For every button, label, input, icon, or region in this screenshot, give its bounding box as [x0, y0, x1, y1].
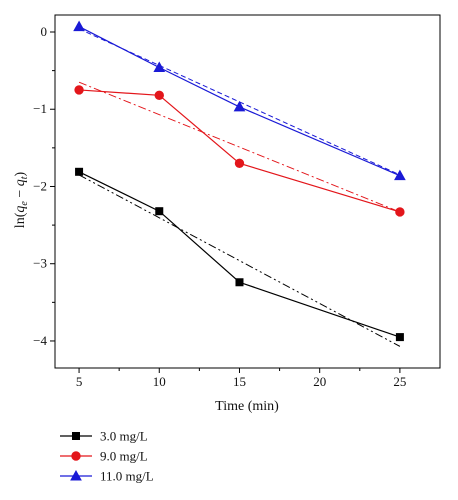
legend-label: 9.0 mg/L: [100, 449, 148, 464]
data-point: [154, 90, 164, 101]
data-point: [74, 85, 84, 95]
data-point: [75, 167, 84, 176]
fit-line: [78, 81, 401, 213]
series-line: [79, 89, 401, 213]
data-point: [233, 100, 246, 112]
y-tick-label: −3: [33, 256, 47, 271]
data-point: [394, 169, 406, 181]
data-point: [235, 278, 244, 287]
legend-label: 3.0 mg/L: [100, 429, 148, 444]
legend-marker: [72, 432, 80, 440]
series-line: [78, 26, 401, 177]
y-tick-label: −2: [33, 178, 47, 193]
data-point: [73, 20, 85, 32]
series-line: [78, 171, 401, 338]
data-point: [395, 333, 404, 342]
legend-marker: [70, 469, 82, 481]
plot-frame: [54, 14, 441, 369]
data-point: [234, 158, 245, 169]
x-tick-label: 15: [233, 374, 246, 389]
y-axis-title: ln(qe − qt): [13, 171, 30, 228]
x-tick-label: 20: [313, 374, 326, 389]
y-tick-label: −1: [33, 101, 47, 116]
y-tick-label: −4: [33, 333, 47, 348]
data-point: [155, 207, 164, 216]
data-point: [395, 207, 405, 217]
x-tick-label: 25: [393, 374, 406, 389]
y-tick-label: 0: [41, 24, 48, 39]
legend-label: 11.0 mg/L: [100, 469, 154, 484]
data-point: [153, 61, 166, 73]
x-tick-label: 10: [153, 374, 166, 389]
x-axis-title: Time (min): [215, 399, 279, 414]
legend: 3.0 mg/L 9.0 mg/L 11.0 mg/L: [60, 429, 154, 484]
x-tick-label: 5: [76, 374, 83, 389]
legend-marker: [71, 451, 81, 461]
